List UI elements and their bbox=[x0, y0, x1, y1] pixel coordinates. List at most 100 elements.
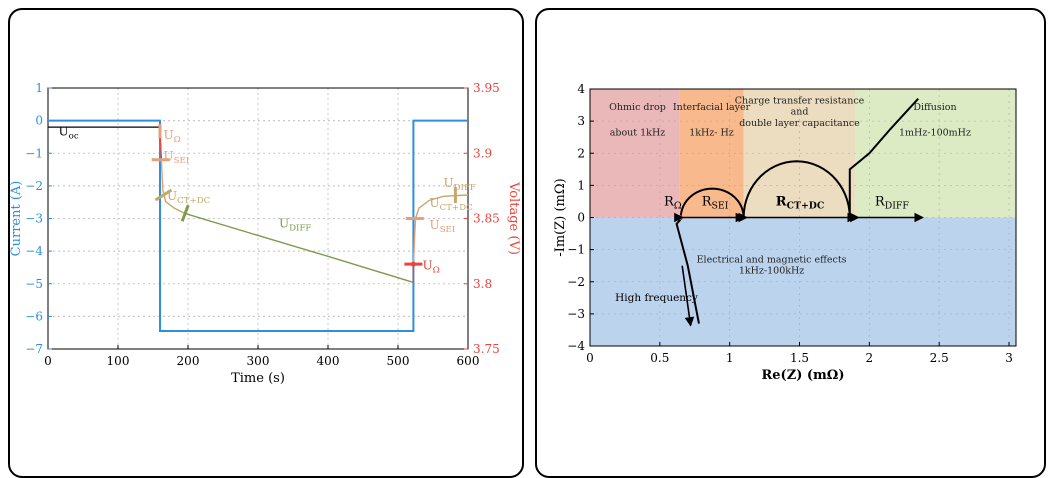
x-tick-label: 300 bbox=[247, 354, 270, 368]
resistance-label-3-sub: DIFF bbox=[885, 200, 910, 211]
region-diffusion bbox=[855, 89, 1016, 218]
y-tick-label: −2 bbox=[567, 275, 585, 289]
y-tick-label: 1 bbox=[577, 178, 585, 192]
x-tick-label: 2.5 bbox=[930, 351, 949, 365]
region-label-sei: 1kHz- Hz bbox=[689, 128, 734, 139]
annotation-1: UΩ bbox=[164, 128, 181, 145]
y-right-tick-label: 3.8 bbox=[473, 277, 492, 291]
resistance-label-3-main: R bbox=[875, 194, 886, 209]
region-label-ct: Charge transfer resistance bbox=[735, 95, 865, 106]
y-left-tick-label: 0 bbox=[35, 114, 43, 128]
marker-ct-drop bbox=[180, 204, 190, 222]
resistance-label-1-sub: SEI bbox=[712, 200, 729, 211]
annotation-7-main: U bbox=[430, 218, 440, 232]
y-tick-label: −4 bbox=[567, 339, 585, 353]
y-tick-label: −3 bbox=[567, 307, 585, 321]
annotation-2: USEI bbox=[164, 149, 190, 166]
resistance-label-0-main: R bbox=[664, 194, 675, 209]
chart2-grid bbox=[590, 89, 1016, 346]
x-axis-label: Time (s) bbox=[231, 371, 285, 386]
impedance-curve bbox=[679, 97, 919, 218]
y-axis-label: -Im(Z) (mΩ) bbox=[553, 178, 568, 256]
y-left-tick-label: −3 bbox=[25, 212, 43, 226]
x-tick-label: 3 bbox=[1005, 351, 1013, 365]
x-tick-label: 0 bbox=[586, 351, 594, 365]
resistance-label-1-main: R bbox=[702, 194, 713, 209]
annotation-2-main: U bbox=[164, 149, 174, 163]
annotation-3-main: U bbox=[167, 189, 177, 203]
annotation-0-sub: oc bbox=[69, 131, 79, 141]
y-tick-label: 4 bbox=[577, 82, 585, 96]
y-left-tick-label: −5 bbox=[25, 277, 43, 291]
resistance-label-3: RDIFF bbox=[875, 194, 909, 211]
resistance-label-1: RSEI bbox=[702, 194, 729, 211]
region-label-inductive: 1kHz-100kHz bbox=[739, 266, 804, 277]
region-inductive bbox=[590, 217, 1016, 346]
annotation-6: UCT+DC bbox=[430, 196, 474, 213]
resistance-label-0-sub: Ω bbox=[674, 200, 682, 211]
x-tick-label: 1.5 bbox=[790, 351, 809, 365]
y-left-tick-label: −2 bbox=[25, 179, 43, 193]
annotation-4: UDIFF bbox=[279, 217, 311, 234]
annotation-4-sub: DIFF bbox=[289, 224, 311, 234]
relaxation-chart: 0 100 200 300 400 500 600 1 0 −1 −2 −3 −4 −5 −6 −7 3.95 3… bbox=[9, 81, 521, 386]
annotation-2-sub: SEI bbox=[174, 156, 190, 166]
x-tick-label: 2 bbox=[866, 351, 874, 365]
annotation-1-main: U bbox=[164, 128, 174, 142]
resistance-label-2-sub: CT+DC bbox=[787, 200, 825, 211]
region-label-diffusion: Diffusion bbox=[913, 102, 956, 113]
left-panel bbox=[8, 8, 524, 478]
annotation-8-sub: Ω bbox=[433, 265, 440, 275]
arrow-high-frequency bbox=[681, 265, 695, 327]
x-tick-label: 100 bbox=[107, 354, 130, 368]
x-tick-label: 600 bbox=[457, 354, 480, 368]
x-tick-label: 400 bbox=[317, 354, 340, 368]
annotation-5: UDIFF bbox=[444, 176, 476, 193]
y-right-tick-label: 3.9 bbox=[473, 146, 492, 160]
y-right-tick-label: 3.95 bbox=[473, 81, 500, 95]
annotation-6-sub: CT+DC bbox=[440, 203, 473, 213]
annotation-4-main: U bbox=[279, 217, 289, 231]
high-frequency-label: High frequency bbox=[615, 292, 698, 304]
annotation-7-sub: SEI bbox=[440, 225, 456, 235]
voltage-sei-recovery bbox=[412, 218, 417, 265]
annotation-0-main: U bbox=[59, 124, 69, 138]
region-label-ct: and bbox=[791, 107, 809, 118]
annotation-5-main: U bbox=[444, 176, 454, 190]
marker-sei-drop bbox=[154, 188, 173, 202]
y-left-tick-label: −6 bbox=[25, 309, 43, 323]
y-right-tick-label: 3.85 bbox=[473, 212, 500, 226]
y-tick-label: 2 bbox=[577, 146, 585, 160]
annotation-8-main: U bbox=[423, 258, 433, 272]
y-left-tick-label: 1 bbox=[35, 81, 43, 95]
r-omega-point bbox=[677, 215, 683, 220]
region-label-ct: double layer capacitance bbox=[739, 118, 860, 129]
x-tick-label: 200 bbox=[177, 354, 200, 368]
marker-ohm-dot bbox=[410, 261, 416, 267]
x-tick-label: 0.5 bbox=[650, 351, 669, 365]
x-axis-label: Re(Z) (mΩ) bbox=[761, 368, 844, 383]
voltage-sei-drop bbox=[160, 159, 164, 190]
voltage-diff-drop bbox=[184, 212, 414, 284]
resistance-label-2: RCT+DC bbox=[776, 194, 825, 211]
y-right-tick-label: 3.75 bbox=[473, 342, 500, 356]
y-tick-label: −1 bbox=[567, 243, 585, 257]
region-label-inductive: Electrical and magnetic effects bbox=[697, 254, 847, 265]
current-line bbox=[48, 119, 468, 333]
annotation-5-sub: DIFF bbox=[454, 183, 476, 193]
y-left-tick-label: −7 bbox=[25, 342, 43, 356]
annotation-6-main: U bbox=[430, 196, 440, 210]
y-left-tick-label: −1 bbox=[25, 146, 43, 160]
region-label-ohmic: Ohmic drop bbox=[609, 102, 666, 113]
annotation-8: UΩ bbox=[423, 258, 440, 275]
annotation-1-sub: Ω bbox=[174, 135, 181, 145]
y-tick-label: 3 bbox=[577, 114, 585, 128]
voltage-ct-diff-recovery bbox=[414, 194, 469, 219]
region-label-ohmic: about 1kHz bbox=[610, 128, 666, 139]
y-left-axis-label: Current (A) bbox=[9, 181, 24, 257]
annotation-3: UCT+DC bbox=[167, 189, 211, 206]
annotation-7: USEI bbox=[430, 218, 456, 235]
region-ohmic bbox=[590, 89, 680, 218]
region-label-sei: Interfacial layer bbox=[673, 102, 751, 113]
x-tick-label: 500 bbox=[387, 354, 410, 368]
